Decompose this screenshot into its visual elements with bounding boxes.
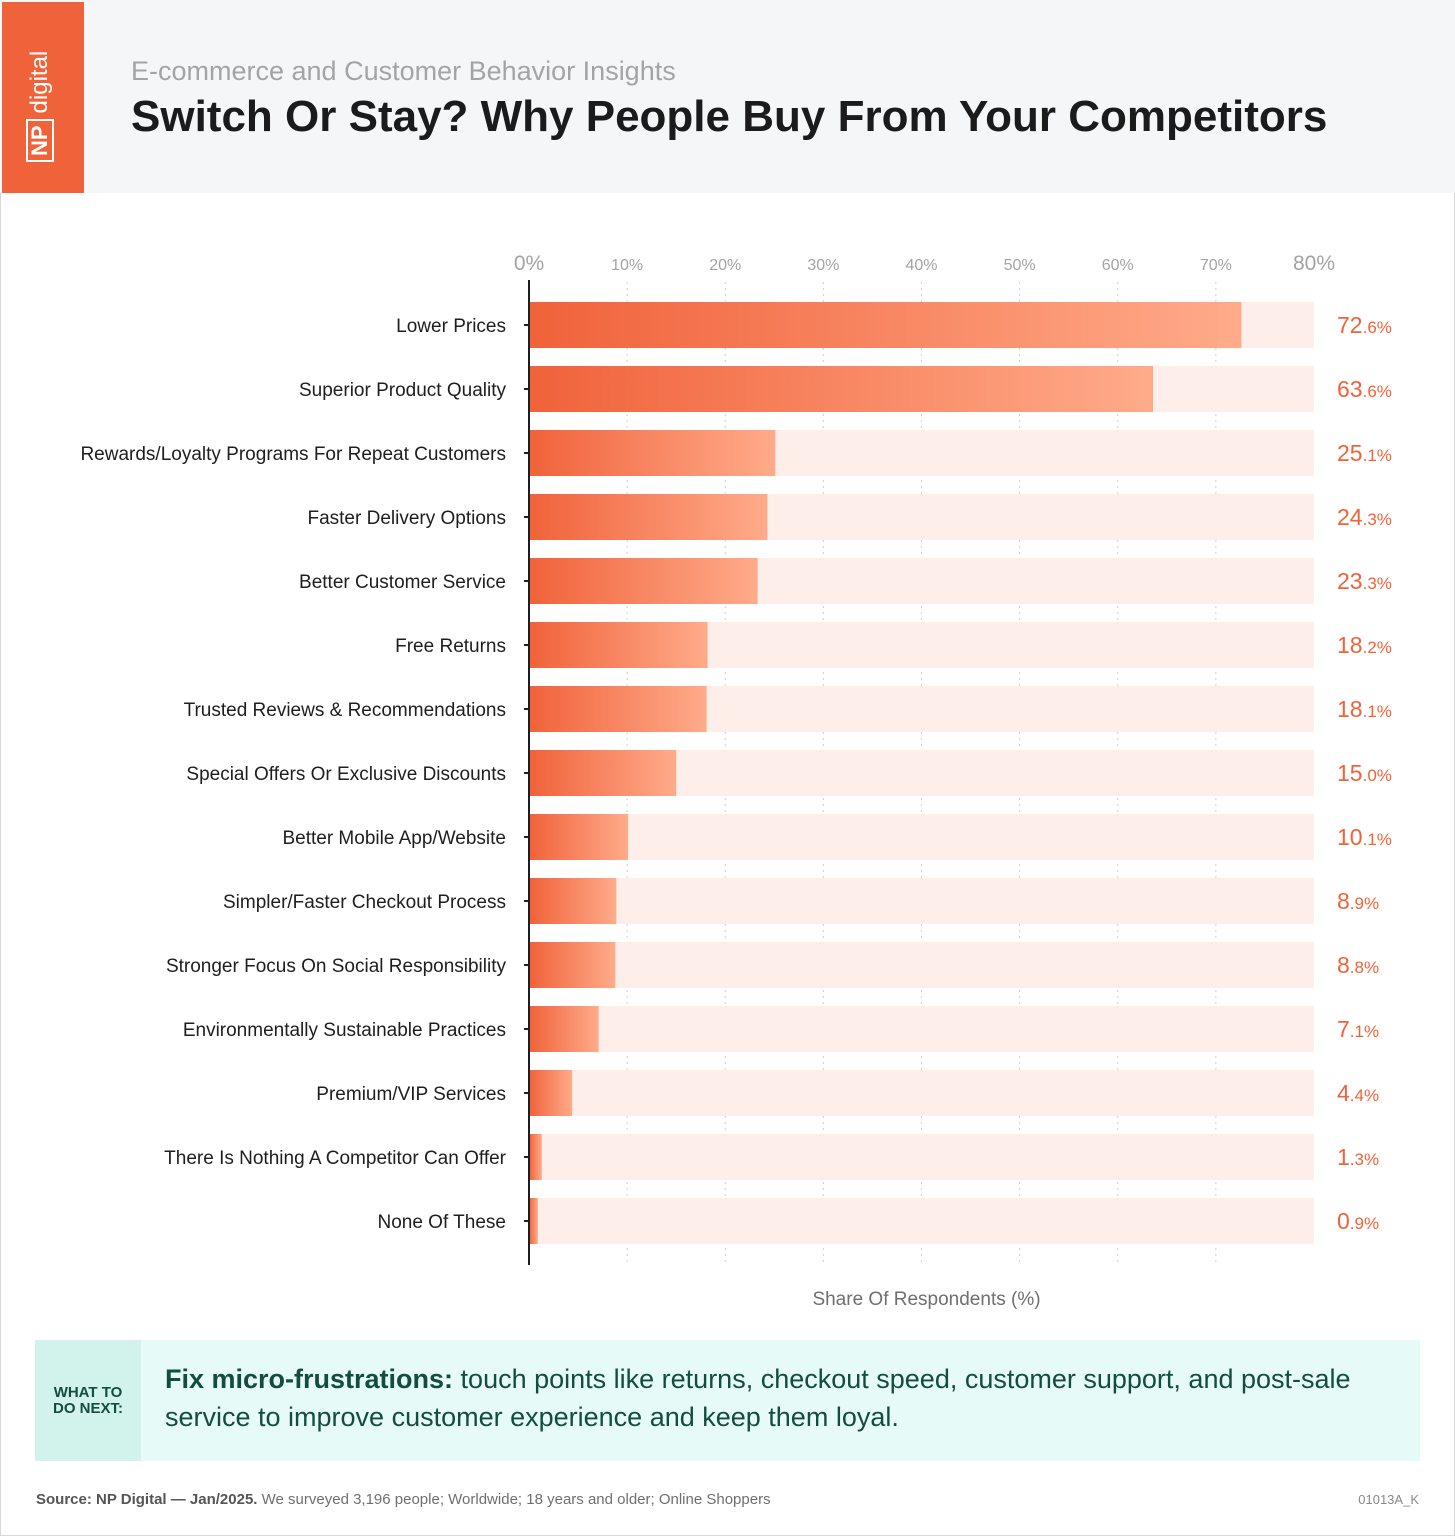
- bar: [529, 558, 758, 604]
- value-label: 15.0%: [1337, 760, 1392, 786]
- category-label: None Of These: [377, 1212, 506, 1233]
- callout-tag-label: WHAT TO DO NEXT:: [52, 1383, 123, 1417]
- bar: [529, 430, 776, 476]
- source-text: We surveyed 3,196 people; Worldwide; 18 …: [257, 1491, 771, 1508]
- bar: [529, 814, 629, 860]
- bar: [529, 942, 616, 988]
- bar: [529, 686, 707, 732]
- bar: [529, 1198, 538, 1244]
- x-tick-label: 50%: [1004, 257, 1036, 274]
- brand-np: NP: [26, 119, 54, 162]
- category-label: Rewards/Loyalty Programs For Repeat Cust…: [80, 444, 506, 465]
- bar: [529, 366, 1154, 412]
- source-note: Source: NP Digital — Jan/2025. We survey…: [36, 1491, 771, 1508]
- bar-track: [529, 814, 1314, 860]
- x-tick-label: 40%: [905, 257, 937, 274]
- callout-body: touch points like returns, checkout spee…: [165, 1364, 1351, 1432]
- value-label: 1.3%: [1337, 1144, 1379, 1170]
- x-tick-label: 0%: [514, 252, 544, 275]
- category-label: Superior Product Quality: [299, 380, 506, 401]
- chart-title: Switch Or Stay? Why People Buy From Your…: [131, 92, 1328, 141]
- value-label: 25.1%: [1337, 440, 1392, 466]
- x-tick-label: 10%: [611, 257, 643, 274]
- bar: [529, 750, 677, 796]
- value-label: 4.4%: [1337, 1080, 1379, 1106]
- value-label: 7.1%: [1337, 1016, 1379, 1042]
- category-label: Free Returns: [395, 636, 506, 657]
- source-label: Source: NP Digital — Jan/2025.: [36, 1491, 258, 1508]
- x-axis-title: Share Of Respondents (%): [812, 1289, 1040, 1310]
- header: NP digital E-commerce and Customer Behav…: [0, 0, 1455, 193]
- bar-track: [529, 1006, 1314, 1052]
- bar: [529, 302, 1242, 348]
- x-tick-label: 20%: [709, 257, 741, 274]
- value-label: 18.1%: [1337, 696, 1392, 722]
- value-label: 0.9%: [1337, 1208, 1379, 1234]
- x-tick-label: 80%: [1293, 252, 1335, 275]
- x-tick-label: 60%: [1102, 257, 1134, 274]
- bar: [529, 1006, 599, 1052]
- what-to-do-next-callout: WHAT TO DO NEXT: Fix micro-frustrations:…: [35, 1340, 1420, 1461]
- value-label: 18.2%: [1337, 632, 1392, 658]
- category-label: Better Mobile App/Website: [282, 828, 506, 849]
- category-label: Faster Delivery Options: [307, 508, 506, 529]
- bar: [529, 1134, 542, 1180]
- value-label: 10.1%: [1337, 824, 1392, 850]
- bar-chart: 0% 10% 20% 30% 40% 50% 60% 70% 80% Lower Prices 72…: [80, 252, 1392, 1310]
- category-label: Trusted Reviews & Recommendations: [184, 700, 506, 721]
- category-label: Premium/VIP Services: [316, 1084, 506, 1105]
- value-label: 8.9%: [1337, 888, 1379, 914]
- bar-track: [529, 1134, 1314, 1180]
- category-label: Stronger Focus On Social Responsibility: [166, 956, 507, 977]
- brand-logo: NP digital: [2, 2, 84, 193]
- category-label: Simpler/Faster Checkout Process: [223, 892, 506, 913]
- callout-lead: Fix micro-frustrations:: [165, 1364, 454, 1394]
- value-label: 63.6%: [1337, 376, 1392, 402]
- category-label: Lower Prices: [396, 316, 506, 337]
- callout-text: Fix micro-frustrations: touch points lik…: [165, 1360, 1405, 1436]
- category-label: There Is Nothing A Competitor Can Offer: [164, 1148, 506, 1169]
- chart-code: 01013A_K: [1358, 1492, 1419, 1507]
- chart-kicker: E-commerce and Customer Behavior Insight…: [131, 56, 676, 86]
- brand-logo-text: NP digital: [26, 51, 54, 162]
- bar-track: [529, 942, 1314, 988]
- value-label: 72.6%: [1337, 312, 1392, 338]
- value-label: 24.3%: [1337, 504, 1392, 530]
- callout-tag: WHAT TO DO NEXT:: [35, 1340, 141, 1461]
- category-label: Better Customer Service: [299, 572, 506, 593]
- x-tick-label: 70%: [1200, 257, 1232, 274]
- bar: [529, 494, 768, 540]
- bar-track: [529, 878, 1314, 924]
- bar: [529, 878, 617, 924]
- brand-word: digital: [26, 50, 53, 114]
- value-label: 8.8%: [1337, 952, 1379, 978]
- bar-track: [529, 1198, 1314, 1244]
- value-label: 23.3%: [1337, 568, 1392, 594]
- bar: [529, 1070, 573, 1116]
- x-tick-label: 30%: [807, 257, 839, 274]
- bar-track: [529, 1070, 1314, 1116]
- category-label: Special Offers Or Exclusive Discounts: [186, 764, 506, 785]
- category-label: Environmentally Sustainable Practices: [183, 1020, 506, 1041]
- bar: [529, 622, 708, 668]
